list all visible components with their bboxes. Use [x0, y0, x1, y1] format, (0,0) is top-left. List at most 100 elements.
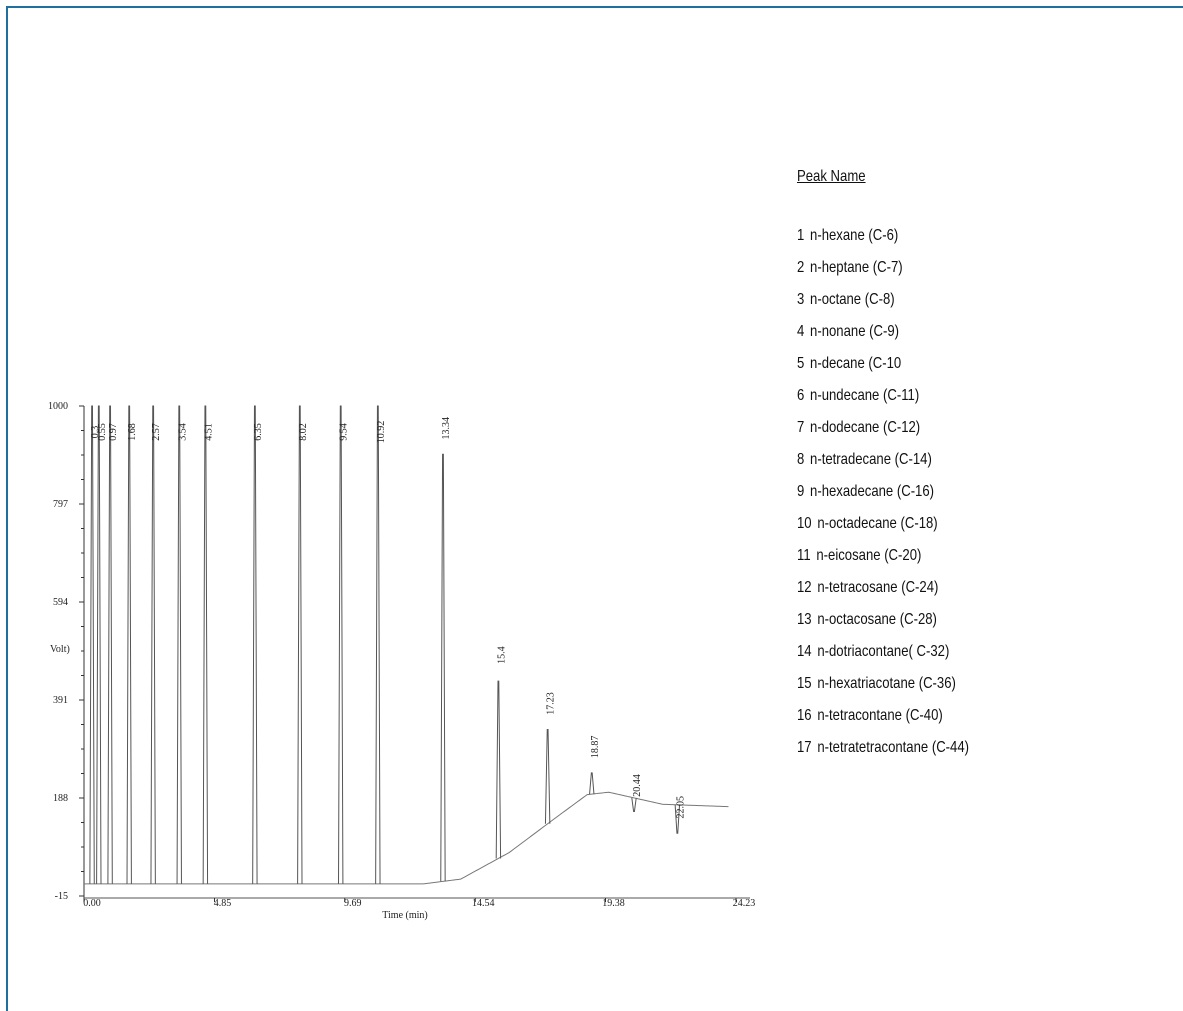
legend-item-number: 16 [797, 707, 812, 724]
y-tick-label: 594 [53, 597, 68, 608]
legend-item-name: n-dodecane (C-12) [810, 419, 921, 436]
legend-item-number: 4 [797, 323, 805, 340]
legend-item-name: n-hexatriacotane (C-36) [817, 675, 956, 692]
peak-label: 2.57 [151, 423, 162, 441]
peak [176, 405, 182, 884]
peak-label: 0.3 [90, 426, 101, 439]
legend-item-name: n-dotriacontane( C-32) [817, 643, 950, 660]
peak-label: 8.02 [298, 423, 309, 441]
legend-item: 8 n-tetradecane (C-14) [797, 444, 1100, 476]
peak-label: 13.34 [441, 417, 452, 440]
legend-item-number: 14 [797, 643, 812, 660]
y-tick-label: 797 [53, 499, 68, 510]
legend-title: Peak Name [797, 168, 866, 185]
peak [589, 772, 595, 795]
peak [674, 804, 681, 834]
legend-item: 9 n-hexadecane (C-16) [797, 476, 1100, 508]
x-tick-label: 9.69 [344, 898, 362, 909]
legend-item: 10 n-octadecane (C-18) [797, 508, 1100, 540]
peak [96, 405, 102, 884]
chart-axes: -15 188 391 594 797 1000 0.00 4.85 9.69 14.54 19.3… [48, 401, 755, 909]
legend-item-name: n-nonane (C-9) [810, 323, 900, 340]
peak [544, 728, 551, 824]
peak-label: 15.4 [496, 646, 507, 664]
legend-item-name: n-tetratetracontane (C-44) [817, 739, 970, 756]
peak [107, 405, 113, 884]
peak [375, 405, 381, 884]
chromatogram-trace [84, 405, 729, 885]
peak [495, 680, 502, 859]
legend-item-number: 9 [797, 483, 805, 500]
y-tick-label: 391 [53, 695, 68, 706]
legend-item-name: n-eicosane (C-20) [816, 547, 922, 564]
baseline-trace [84, 791, 729, 885]
legend-item-name: n-heptane (C-7) [810, 259, 903, 276]
y-tick-label: 188 [53, 793, 68, 804]
peak-label: 17.23 [546, 692, 557, 715]
peak [89, 405, 95, 884]
legend-item-number: 3 [797, 291, 805, 308]
legend-item: 7 n-dodecane (C-12) [797, 412, 1100, 444]
legend-item: 3 n-octane (C-8) [797, 284, 1100, 316]
legend-item-number: 1 [797, 227, 805, 244]
legend-item-name: n-octadecane (C-18) [817, 515, 938, 532]
legend-item-name: n-hexadecane (C-16) [810, 483, 935, 500]
peak [297, 405, 303, 884]
legend-item: 4 n-nonane (C-9) [797, 316, 1100, 348]
y-axis-label: Volt) [50, 644, 70, 655]
legend-item: 15 n-hexatriacotane (C-36) [797, 668, 1100, 700]
legend-item: 14 n-dotriacontane( C-32) [797, 636, 1100, 668]
legend-item-number: 5 [797, 355, 805, 372]
legend-item-number: 15 [797, 675, 812, 692]
peak-label: 0.55 [97, 423, 108, 441]
peak-legend: Peak Name 1 n-hexane (C-6) 2 n-heptane (C-7… [797, 168, 1100, 764]
legend-item-number: 13 [797, 611, 812, 628]
legend-item: 17 n-tetratetracontane (C-44) [797, 732, 1100, 764]
x-tick-label: 4.85 [214, 898, 232, 909]
legend-item-number: 2 [797, 259, 805, 276]
legend-item-number: 12 [797, 579, 812, 596]
legend-item: 12 n-tetracosane (C-24) [797, 572, 1100, 604]
chromatogram-chart: -15 188 391 594 797 1000 0.00 4.85 9.69 14.54 19.3… [48, 401, 755, 921]
legend-item-name: n-tetracosane (C-24) [817, 579, 939, 596]
peak [440, 453, 446, 882]
peak [338, 405, 344, 884]
legend-item: 6 n-undecane (C-11) [797, 380, 1100, 412]
legend-item-name: n-undecane (C-11) [810, 387, 920, 404]
legend-item-number: 11 [797, 547, 811, 564]
legend-item-number: 8 [797, 451, 805, 468]
y-tick-label: -15 [55, 891, 68, 902]
legend-item-number: 17 [797, 739, 812, 756]
peak [202, 405, 209, 884]
legend-item-number: 6 [797, 387, 805, 404]
y-tick-label: 1000 [48, 401, 68, 412]
x-tick-label: 19.38 [602, 898, 625, 909]
legend-item: 2 n-heptane (C-7) [797, 252, 1100, 284]
peak-label: 0.97 [108, 423, 119, 441]
peak-label: 6.35 [253, 423, 264, 441]
legend-item-name: n-hexane (C-6) [810, 227, 899, 244]
legend-list: 1 n-hexane (C-6) 2 n-heptane (C-7) 3 n-octane… [797, 220, 1100, 764]
legend-item-number: 10 [797, 515, 812, 532]
peak [126, 405, 132, 884]
peak-label: 22.05 [675, 796, 686, 819]
peak [150, 405, 156, 884]
x-tick-label: 14.54 [472, 898, 495, 909]
legend-item-number: 7 [797, 419, 805, 436]
legend-item: 5 n-decane (C-10 [797, 348, 1100, 380]
peak [631, 797, 637, 813]
legend-item: 11 n-eicosane (C-20) [797, 540, 1100, 572]
legend-item-name: n-tetracontane (C-40) [817, 707, 943, 724]
legend-item-name: n-octacosane (C-28) [817, 611, 937, 628]
legend-item: 16 n-tetracontane (C-40) [797, 700, 1100, 732]
peak-label: 3.54 [177, 423, 188, 441]
peak [252, 405, 258, 884]
legend-item-name: n-tetradecane (C-14) [810, 451, 932, 468]
x-axis-label: Time (min) [382, 910, 427, 921]
peak-label: 9.54 [339, 423, 350, 441]
legend-item: 13 n-octacosane (C-28) [797, 604, 1100, 636]
peak-label: 4.51 [203, 423, 214, 441]
peak-label: 18.87 [590, 736, 601, 759]
legend-item-name: n-decane (C-10 [810, 355, 902, 372]
page-frame [6, 6, 1183, 1011]
